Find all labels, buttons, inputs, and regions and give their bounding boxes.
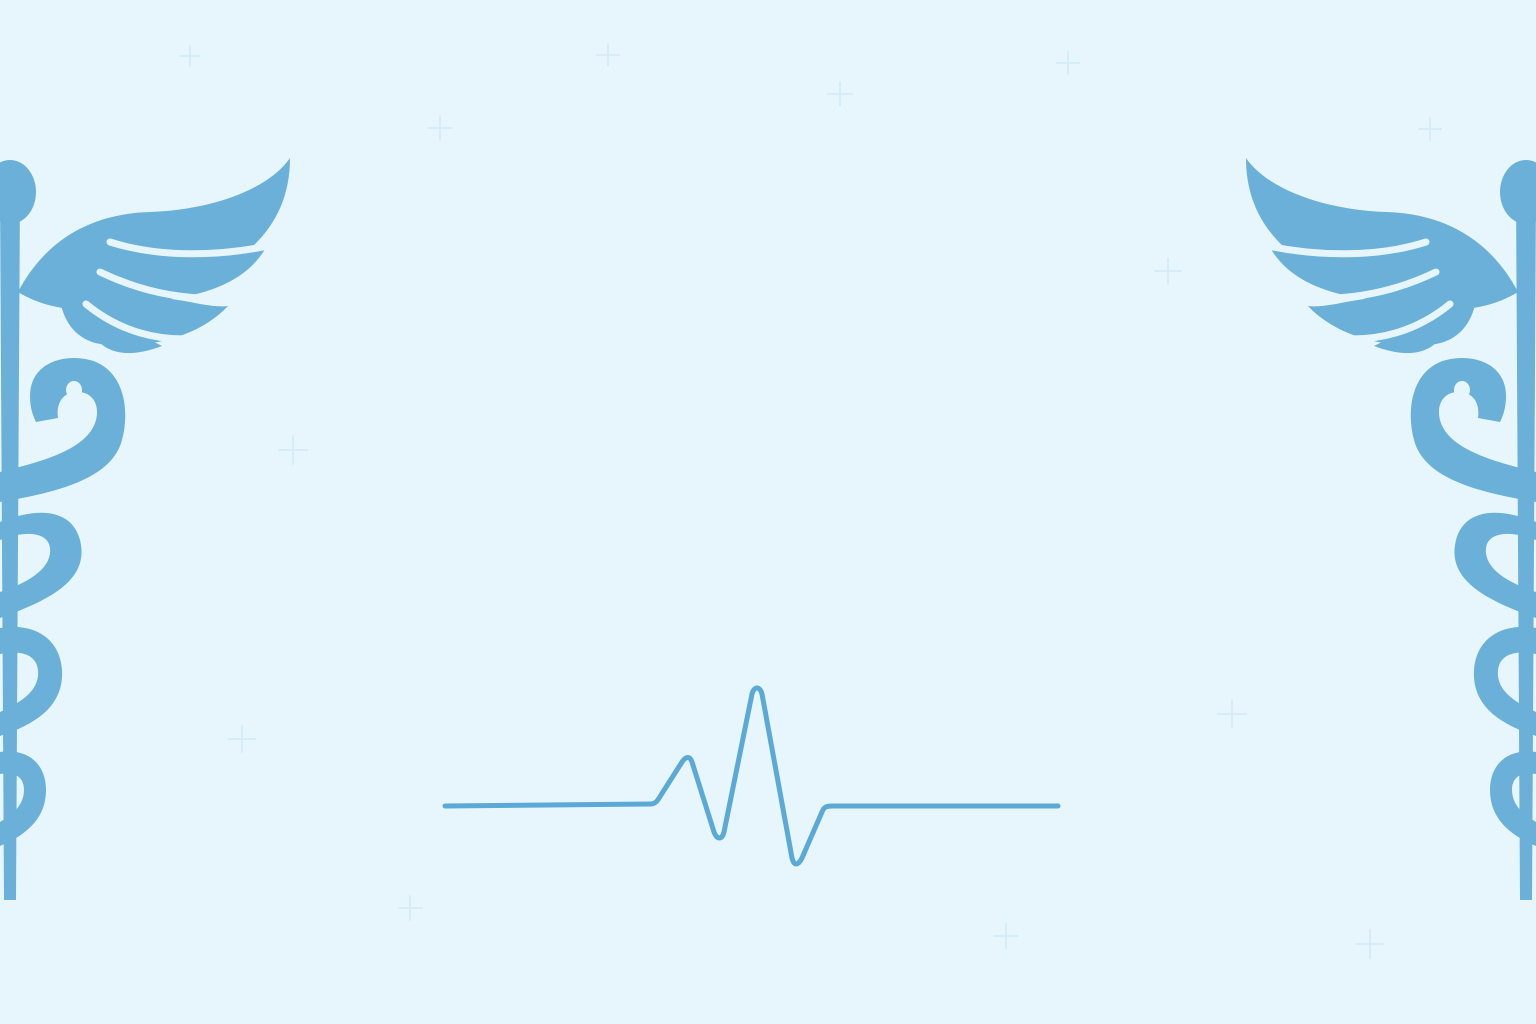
- sparkle-icon: [179, 45, 201, 67]
- sparkle-icon: [397, 895, 423, 921]
- sparkle-icon: [993, 923, 1019, 949]
- sparkle-icon: [278, 435, 308, 465]
- sparkle-icon: [1355, 929, 1385, 959]
- sparkle-icon: [1154, 257, 1182, 285]
- sparkle-icon: [1056, 51, 1080, 75]
- sparkle-icon: [596, 43, 620, 67]
- sparkle-icon: [827, 81, 853, 107]
- sparkle-icon: [427, 115, 453, 141]
- sparkle-icon: [1418, 117, 1442, 141]
- sparkle-icon: [228, 725, 256, 753]
- sparkle-icon: [1217, 699, 1247, 729]
